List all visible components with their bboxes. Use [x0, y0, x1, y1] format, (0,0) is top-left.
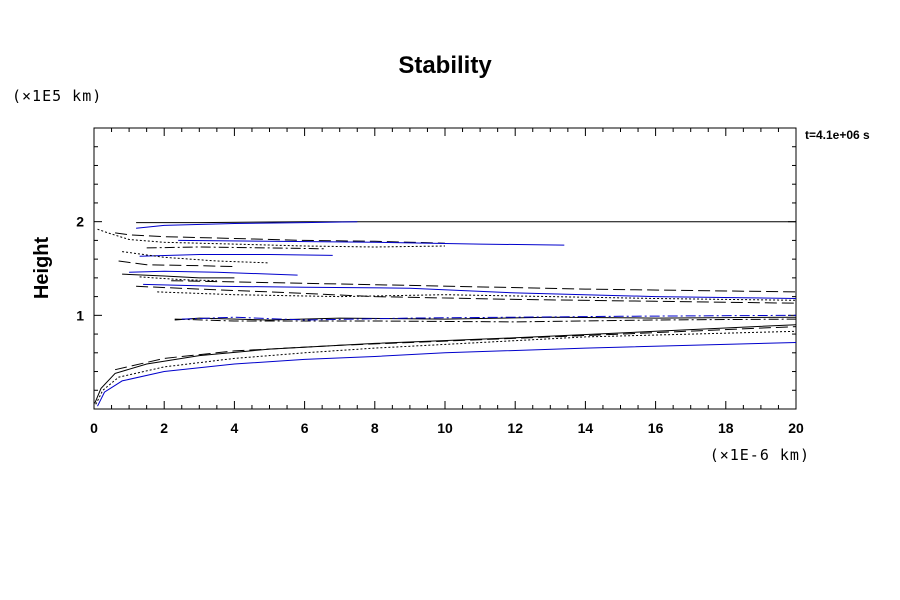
- x-axis-unit: (×1E-6 km): [710, 446, 810, 464]
- series-line-9: [143, 283, 797, 299]
- series-line-8: [136, 285, 797, 304]
- x-tick-label: 12: [507, 420, 523, 436]
- x-tick-label: 20: [788, 420, 804, 436]
- x-tick-label: 0: [90, 420, 98, 436]
- series-line-15: [97, 228, 446, 248]
- series-line-18: [139, 254, 333, 257]
- series-line-20: [118, 260, 235, 268]
- series-line-11: [171, 280, 797, 293]
- y-tick-label: 1: [76, 307, 84, 323]
- y-axis-label: Height: [31, 237, 53, 300]
- series-line-3: [94, 324, 797, 404]
- series-line-14: [115, 232, 446, 244]
- y-tick-label: 2: [76, 214, 84, 230]
- time-label: t=4.1e+06 s: [805, 128, 870, 142]
- series-line-5: [174, 318, 797, 323]
- x-tick-label: 16: [648, 420, 664, 436]
- x-tick-label: 6: [301, 420, 309, 436]
- x-tick-label: 18: [718, 420, 734, 436]
- x-tick-label: 4: [231, 420, 239, 436]
- series-line-12: [136, 221, 796, 224]
- series-line-4: [114, 326, 797, 371]
- series-line-16: [178, 239, 565, 246]
- chart-title: Stability: [398, 52, 492, 79]
- series-line-1: [97, 342, 797, 407]
- plot-frame: [93, 127, 797, 410]
- series-line-6: [174, 316, 797, 321]
- series-line-17: [146, 246, 326, 250]
- x-tick-label: 14: [578, 420, 594, 436]
- x-tick-label: 2: [160, 420, 168, 436]
- series-line-22: [122, 273, 235, 279]
- series-line-21: [129, 270, 298, 276]
- series-line-13: [136, 221, 358, 229]
- y-axis-unit: (×1E5 km): [12, 87, 102, 105]
- x-tick-label: 10: [437, 420, 453, 436]
- series-line-7: [181, 314, 797, 321]
- series-line-23: [139, 276, 217, 282]
- x-tick-label: 8: [371, 420, 379, 436]
- series-line-10: [157, 291, 797, 301]
- series-line-2: [95, 330, 797, 405]
- series-line-19: [122, 251, 270, 264]
- series-group: [94, 221, 797, 407]
